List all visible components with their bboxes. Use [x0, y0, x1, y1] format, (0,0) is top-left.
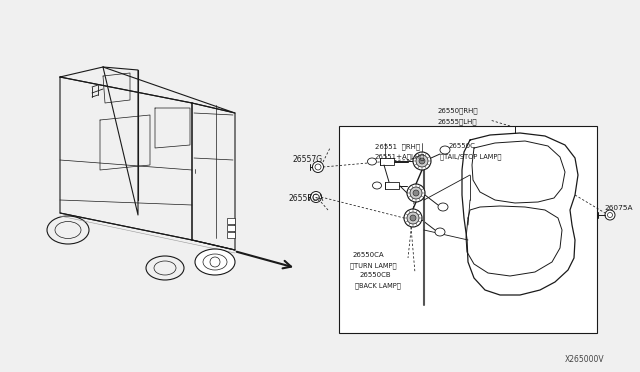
Text: X265000V: X265000V	[565, 355, 605, 364]
Text: 26550〈RH〉: 26550〈RH〉	[438, 107, 479, 113]
Circle shape	[210, 257, 220, 267]
Ellipse shape	[435, 228, 445, 236]
Ellipse shape	[367, 158, 376, 165]
Ellipse shape	[195, 249, 235, 275]
Ellipse shape	[440, 146, 450, 154]
Circle shape	[413, 190, 419, 196]
Circle shape	[310, 192, 321, 202]
Text: 26555〈LH〉: 26555〈LH〉	[438, 118, 477, 125]
Circle shape	[419, 158, 425, 164]
Circle shape	[413, 152, 431, 170]
Text: 〈TAIL/STOP LAMP〉: 〈TAIL/STOP LAMP〉	[440, 153, 501, 160]
Ellipse shape	[372, 182, 381, 189]
Text: 26550CA: 26550CA	[353, 252, 385, 258]
Circle shape	[605, 210, 615, 220]
Text: 26551+A〈LH〉: 26551+A〈LH〉	[375, 153, 426, 160]
Bar	[227, 218, 235, 224]
Bar	[227, 232, 235, 238]
Ellipse shape	[146, 256, 184, 280]
Text: 26075A: 26075A	[604, 205, 632, 211]
Circle shape	[410, 215, 416, 221]
Bar	[339, 126, 597, 333]
Circle shape	[410, 187, 422, 199]
Ellipse shape	[55, 221, 81, 238]
Text: 〈BACK LAMP〉: 〈BACK LAMP〉	[355, 282, 401, 289]
Text: 26550CB: 26550CB	[360, 272, 392, 278]
Circle shape	[407, 212, 419, 224]
Ellipse shape	[203, 254, 227, 270]
Bar	[385, 182, 399, 189]
Text: 〈TURN LAMP〉: 〈TURN LAMP〉	[350, 262, 397, 269]
Bar	[380, 158, 394, 165]
Text: 26557G: 26557G	[293, 155, 323, 164]
Ellipse shape	[154, 261, 176, 275]
Circle shape	[404, 209, 422, 227]
Text: 26551  〈RH〉: 26551 〈RH〉	[375, 143, 420, 150]
Ellipse shape	[438, 203, 448, 211]
Circle shape	[416, 155, 428, 167]
Circle shape	[407, 184, 425, 202]
Circle shape	[312, 161, 323, 173]
Text: 26550C: 26550C	[449, 143, 476, 149]
Bar	[227, 225, 235, 231]
Text: 26557GA: 26557GA	[289, 194, 324, 203]
Ellipse shape	[47, 216, 89, 244]
